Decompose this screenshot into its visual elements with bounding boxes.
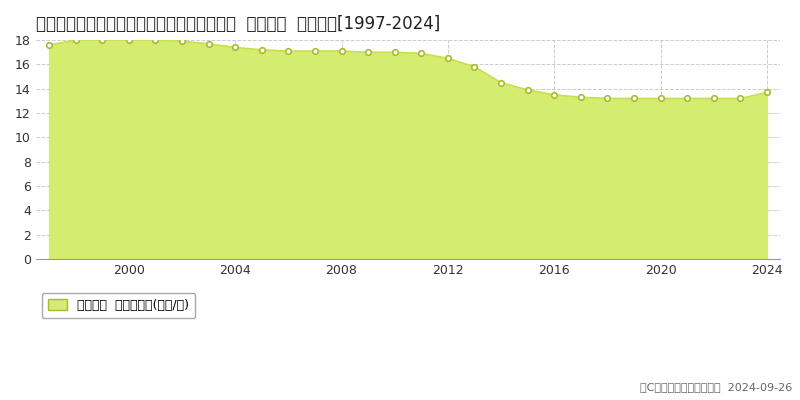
Text: 青森県青森市大字石江字高間１４９番７９外  基準地価  地価推移[1997-2024]: 青森県青森市大字石江字高間１４９番７９外 基準地価 地価推移[1997-2024… bbox=[36, 15, 440, 33]
Legend: 基準地価  平均坪単価(万円/坪): 基準地価 平均坪単価(万円/坪) bbox=[42, 293, 195, 318]
Text: （C）土地価格ドットコム  2024-09-26: （C）土地価格ドットコム 2024-09-26 bbox=[640, 382, 792, 392]
